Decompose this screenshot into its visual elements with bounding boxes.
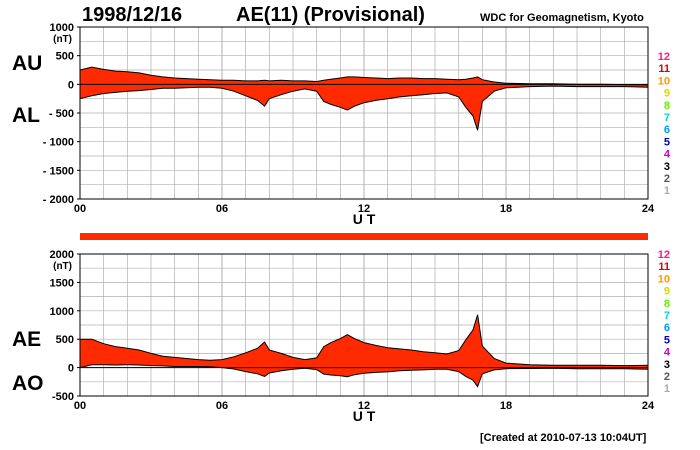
x-tick-label: 24: [642, 400, 655, 412]
x-tick-label: 12: [358, 400, 370, 412]
legend-item: 10: [658, 75, 670, 87]
legend-item: 12: [658, 51, 670, 63]
y-unit-label: (nT): [53, 261, 72, 272]
ao-label: AO: [12, 372, 44, 395]
x-axis-label: U T: [353, 408, 376, 424]
y-tick-label: 500: [56, 51, 74, 63]
y-tick-label: - 1000: [43, 137, 74, 149]
legend-item: 10: [658, 273, 670, 285]
legend-item: 1: [664, 185, 670, 197]
legend-item: 1: [664, 383, 670, 395]
legend-item: 11: [658, 63, 670, 75]
x-tick-label: 18: [500, 400, 512, 412]
legend-item: 2: [664, 173, 670, 185]
separator-bar: [80, 233, 648, 240]
x-tick-label: 00: [74, 400, 86, 412]
y-tick-label: 1500: [50, 277, 74, 289]
y-tick-label: - 1500: [43, 165, 74, 177]
y-tick-label: -500: [52, 391, 74, 403]
x-tick-label: 24: [642, 203, 655, 215]
x-axis-label: U T: [353, 211, 376, 227]
al-label: AL: [12, 104, 40, 127]
x-tick-label: 18: [500, 203, 512, 215]
y-tick-label: 1000: [50, 306, 74, 318]
series-line-al: [79, 85, 649, 131]
ae-label: AE: [12, 328, 42, 351]
chart-title: AE(11) (Provisional): [236, 4, 425, 26]
legend-item: 7: [664, 112, 670, 124]
x-tick-label: 06: [216, 400, 228, 412]
y-unit-label: (nT): [53, 34, 72, 45]
legend-item: 9: [664, 88, 670, 100]
legend-item: 6: [664, 322, 670, 334]
legend-item: 9: [664, 286, 670, 298]
y-tick-label: 0: [68, 363, 74, 375]
legend-item: 5: [664, 136, 670, 148]
x-tick-label: 06: [216, 203, 228, 215]
y-tick-label: 2000: [50, 249, 74, 261]
legend-item: 5: [664, 334, 670, 346]
legend-item: 6: [664, 124, 670, 136]
au-al-band: [80, 67, 648, 131]
y-tick-label: - 500: [49, 108, 74, 120]
legend-item: 11: [658, 261, 670, 273]
x-tick-label: 12: [358, 203, 370, 215]
legend-item: 4: [664, 347, 671, 359]
legend-item: 8: [664, 298, 670, 310]
legend-item: 8: [664, 100, 670, 112]
date-title: 1998/12/16: [82, 4, 183, 26]
created-timestamp: [Created at 2010-07-13 10:04UT]: [480, 432, 647, 444]
legend-item: 12: [658, 249, 670, 261]
series-line-ao: [79, 364, 649, 388]
legend-item: 4: [664, 149, 671, 161]
y-tick-label: 1000: [50, 22, 74, 34]
y-tick-label: - 2000: [43, 194, 74, 206]
au-label: AU: [12, 52, 43, 75]
organization-label: WDC for Geomagnetism, Kyoto: [480, 12, 644, 24]
series-line-ae: [80, 314, 649, 367]
legend-item: 7: [664, 310, 670, 322]
plot-frame: [79, 253, 649, 397]
x-tick-label: 00: [74, 203, 86, 215]
series-line-au: [79, 66, 649, 86]
y-tick-label: 0: [68, 79, 74, 91]
legend-item: 2: [664, 371, 670, 383]
y-tick-label: 500: [56, 334, 74, 346]
legend-item: 3: [664, 359, 670, 371]
legend-item: 3: [664, 161, 670, 173]
